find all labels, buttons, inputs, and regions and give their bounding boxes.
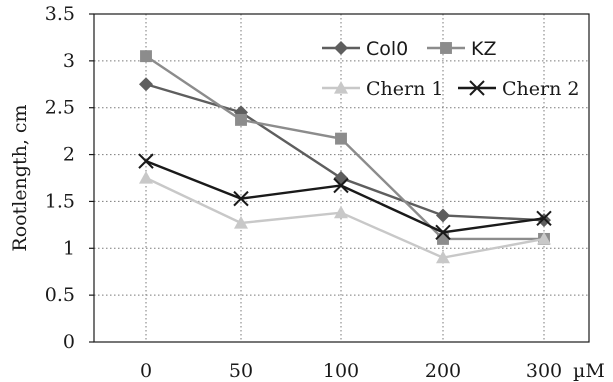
data-point-col0 <box>334 171 348 185</box>
x-axis-unit: µM <box>573 360 605 382</box>
y-axis-title: Rootlength, cm <box>9 104 31 251</box>
legend-item-col0: Col0 <box>322 38 408 60</box>
legend-item-kz: KZ <box>427 38 496 60</box>
series-chern-1 <box>139 171 551 264</box>
legend-marker-chern-2 <box>469 80 485 96</box>
y-tick-label: 2 <box>63 144 75 166</box>
legend-marker-chern-1 <box>334 81 348 94</box>
data-point-kz <box>437 232 449 245</box>
series-line-kz <box>145 55 544 241</box>
y-tick-label: 1.5 <box>45 190 75 212</box>
legend-label: KZ <box>471 38 496 60</box>
x-tick-label: 100 <box>323 360 359 382</box>
data-point-chern-2 <box>333 177 349 194</box>
legend-label: Chern 2 <box>502 78 579 100</box>
data-point-chern-2 <box>233 190 249 207</box>
x-tick-label: 50 <box>229 360 253 382</box>
legend-marker-col0 <box>334 41 348 55</box>
data-point-chern-1 <box>334 205 348 219</box>
y-tick-label: 1 <box>63 237 75 259</box>
data-point-col0 <box>537 213 551 228</box>
data-point-chern-2 <box>536 210 552 227</box>
series-line-col0 <box>145 83 545 222</box>
data-point-chern-1 <box>537 231 551 245</box>
data-point-kz <box>235 113 247 126</box>
legend-item-chern-2: Chern 2 <box>458 78 579 100</box>
y-tick-label: 0.5 <box>45 284 75 306</box>
x-tick-label: 200 <box>425 360 461 382</box>
x-tick-label: 300 <box>526 360 562 382</box>
legend-marker-kz <box>440 42 452 54</box>
legend: Col0 KZ Chern 1 Chern 2 <box>322 38 579 100</box>
y-tick-label: 2.5 <box>45 97 75 119</box>
data-point-chern-2 <box>435 224 451 241</box>
data-point-chern-1 <box>436 250 450 264</box>
legend-item-chern-1: Chern 1 <box>322 78 443 100</box>
data-point-kz <box>335 132 347 145</box>
series-chern-2 <box>138 153 552 241</box>
data-point-chern-2 <box>138 153 154 169</box>
data-point-chern-1 <box>234 215 248 229</box>
legend-label: Col0 <box>366 38 408 60</box>
data-point-kz <box>140 50 152 63</box>
y-axis: 0 0.5 1 1.5 2 2.5 3 3.5 <box>45 3 94 353</box>
x-tick-label: 0 <box>140 360 152 382</box>
y-tick-label: 3 <box>63 50 75 72</box>
plot-frame <box>93 13 590 343</box>
x-axis: 0 50 100 200 300 <box>140 360 562 382</box>
y-tick-label: 3.5 <box>45 3 75 25</box>
series-layer <box>138 50 552 264</box>
y-tick-label: 0 <box>63 331 75 353</box>
data-point-col0 <box>436 208 450 223</box>
series-line-chern-2 <box>145 160 545 234</box>
data-point-col0 <box>139 77 153 92</box>
data-point-chern-1 <box>139 171 153 184</box>
legend-label: Chern 1 <box>366 78 443 100</box>
